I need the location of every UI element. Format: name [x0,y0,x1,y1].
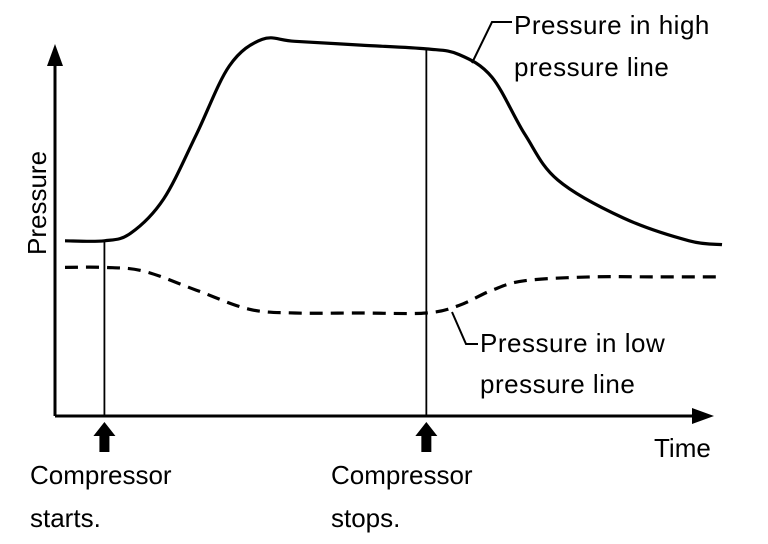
event-markers [93,48,438,452]
annotation-high-line-2: pressure line [514,52,669,82]
event-start-line-1: Compressor [30,460,172,490]
annotation-low-line-1: Pressure in low [480,328,665,358]
event-stop-line-2: stops. [331,503,400,533]
series-line-high-pressure [64,36,723,247]
annotation-high-line-1: Pressure in high [514,10,710,40]
y-axis-label: Pressure [22,151,52,255]
series-lines [64,36,723,316]
x-axis-label: Time [654,433,711,463]
annotation-low-pressure: Pressure in low pressure line [451,311,665,399]
series-line-low-pressure [64,265,722,316]
annotation-leader-low [451,311,478,345]
event-arrow-stop [415,422,438,452]
annotation-high-pressure: Pressure in high pressure line [471,10,710,82]
event-start-line-2: starts. [30,503,101,533]
y-axis-arrow [47,44,63,66]
axes [47,44,714,424]
annotation-leader-high [471,21,512,64]
annotation-low-line-2: pressure line [480,369,635,399]
event-stop-line-1: Compressor [331,460,473,490]
event-arrow-start [93,422,116,452]
x-axis-arrow [692,408,714,424]
event-labels: Compressor starts. Compressor stops. [30,460,473,533]
